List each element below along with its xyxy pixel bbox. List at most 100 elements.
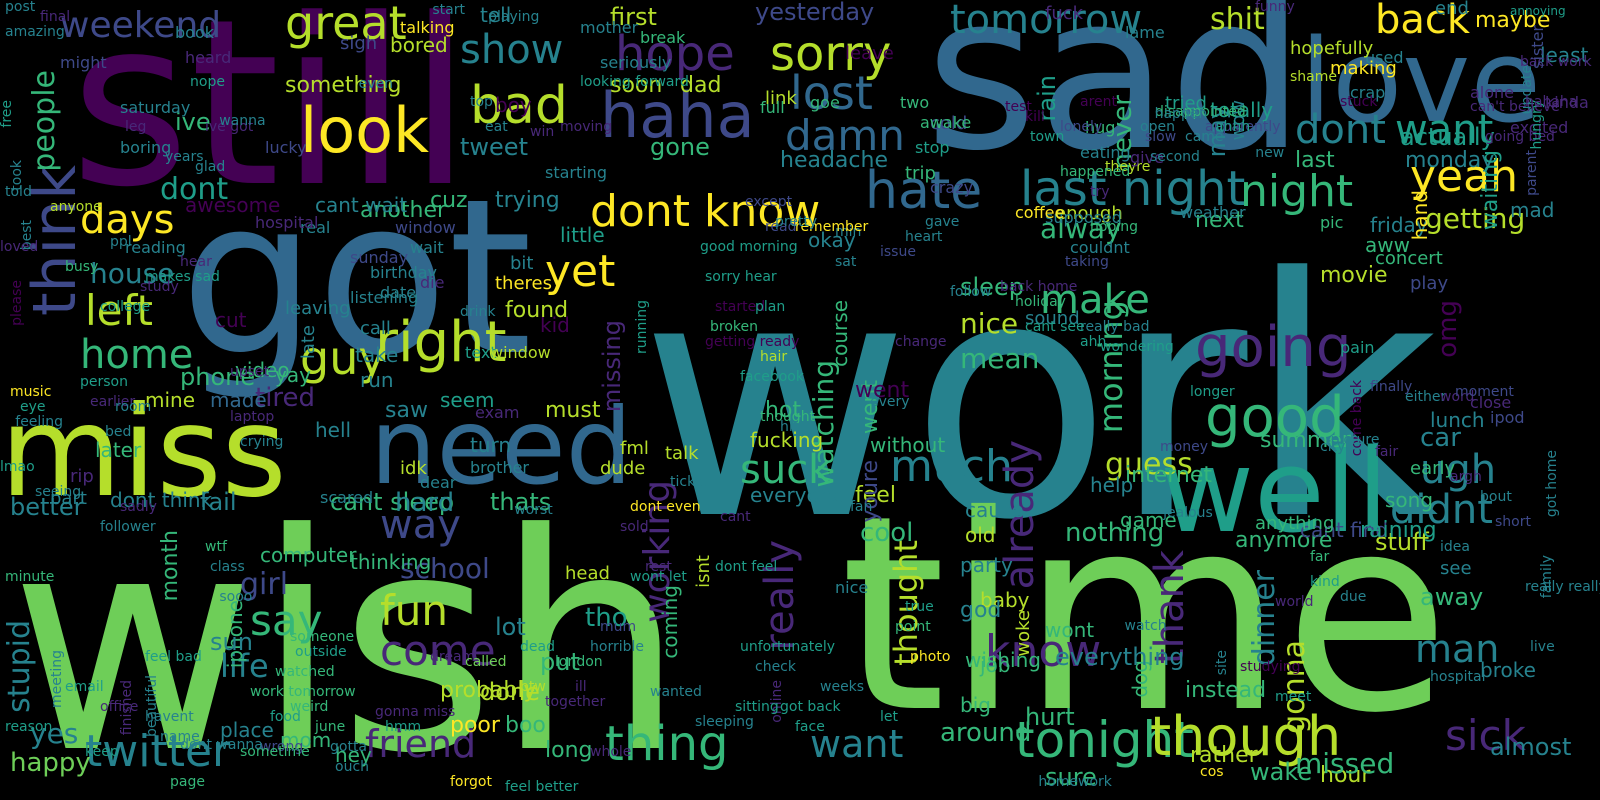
cloud-word-play: play bbox=[1410, 275, 1448, 293]
cloud-word-rest: rest bbox=[645, 560, 672, 574]
cloud-word-break: break bbox=[640, 30, 685, 46]
cloud-word-june: june bbox=[315, 720, 345, 734]
cloud-word-short: short bbox=[1495, 515, 1531, 529]
cloud-word-money: money bbox=[1160, 440, 1208, 454]
cloud-word-happen: happen bbox=[1155, 107, 1208, 121]
cloud-word-hospital: hospital bbox=[1430, 670, 1485, 684]
cloud-word-second: second bbox=[1150, 150, 1200, 164]
cloud-word-meet: meet bbox=[1275, 690, 1311, 704]
cloud-word-email: email bbox=[65, 680, 104, 694]
cloud-word-hmm: hmm bbox=[385, 720, 421, 734]
cloud-word-except: except bbox=[745, 195, 792, 209]
cloud-word-hospital: hospital bbox=[255, 215, 318, 231]
cloud-word-hard: hard bbox=[395, 490, 454, 516]
cloud-word-two: two bbox=[900, 95, 929, 111]
cloud-word-bout: bout bbox=[1480, 490, 1512, 504]
cloud-word-watched: watched bbox=[275, 665, 335, 679]
cloud-word-hair: hair bbox=[760, 350, 787, 364]
cloud-word-nice: nice bbox=[835, 580, 868, 596]
cloud-word-amazing: amazing bbox=[5, 25, 65, 39]
cloud-word-feel-better: feel better bbox=[505, 780, 578, 794]
cloud-word-stuck: stuck bbox=[1340, 95, 1377, 109]
cloud-word-leg: leg bbox=[125, 120, 146, 134]
cloud-word-people: people bbox=[30, 70, 60, 172]
cloud-word-keep: keep bbox=[85, 745, 119, 759]
cloud-word-listening: listening bbox=[350, 290, 418, 306]
cloud-word-cut: cut bbox=[215, 310, 247, 330]
cloud-word-office: office bbox=[100, 700, 138, 714]
cloud-word-moving: moving bbox=[560, 120, 612, 134]
cloud-word-feeling: feeling bbox=[15, 415, 63, 429]
cloud-word-let: let bbox=[880, 710, 898, 724]
cloud-word-wake: wake bbox=[1250, 760, 1312, 784]
cloud-word-shame: shame bbox=[1290, 70, 1337, 84]
cloud-word-heard: heard bbox=[185, 50, 231, 66]
cloud-word-new: new bbox=[1255, 146, 1284, 160]
cloud-word-start: start bbox=[432, 3, 465, 17]
cloud-word-win: win bbox=[530, 125, 554, 139]
cloud-word-everyone: everyone bbox=[750, 485, 844, 505]
cloud-word-glad: glad bbox=[195, 160, 225, 174]
cloud-word-fun: fun bbox=[380, 590, 448, 632]
cloud-word-hear: hear bbox=[180, 255, 212, 269]
cloud-word-leave: leave bbox=[845, 45, 894, 63]
cloud-word-anyone: anyone bbox=[50, 200, 102, 214]
cloud-word-change: change bbox=[895, 335, 947, 349]
cloud-word-gonna: gonna bbox=[1280, 640, 1310, 734]
cloud-word-sleeping: sleeping bbox=[695, 715, 754, 729]
cloud-word-fml: fml bbox=[620, 440, 649, 458]
cloud-word-free: free bbox=[0, 100, 14, 128]
cloud-word-picture: picture bbox=[1331, 433, 1380, 447]
cloud-word-scared: scared bbox=[320, 490, 373, 506]
cloud-word-tweet: tweet bbox=[460, 135, 528, 159]
cloud-word-mean: mean bbox=[960, 345, 1039, 373]
cloud-word-thinking: thinking bbox=[350, 552, 431, 572]
cloud-word-fan: fan bbox=[850, 500, 872, 514]
cloud-word-ticket: ticket bbox=[670, 475, 709, 489]
cloud-word-omg: omg bbox=[1435, 300, 1461, 358]
cloud-word-plan: plan bbox=[755, 300, 785, 314]
cloud-word-call: call bbox=[360, 320, 391, 338]
cloud-word-dead: dead bbox=[520, 640, 555, 654]
cloud-word-dinner: dinner bbox=[1250, 570, 1280, 666]
cloud-word-gone: gone bbox=[650, 135, 710, 159]
cloud-word-talking: talking bbox=[400, 20, 455, 36]
cloud-word-called: called bbox=[465, 655, 507, 669]
cloud-word-coming: coming bbox=[660, 585, 680, 659]
cloud-word-sadly: sadly bbox=[120, 500, 157, 514]
cloud-word-reading: reading bbox=[125, 240, 186, 256]
cloud-word-every: every bbox=[870, 395, 910, 409]
cloud-word-top: top bbox=[470, 95, 493, 109]
cloud-word-later: later bbox=[95, 440, 141, 460]
cloud-word-really: really bbox=[760, 540, 800, 651]
cloud-word-loved: loved bbox=[0, 240, 38, 254]
cloud-word-away: away bbox=[1420, 585, 1483, 609]
cloud-word-boring: boring bbox=[120, 140, 171, 156]
cloud-word-far: far bbox=[1310, 550, 1329, 564]
cloud-word-college: college bbox=[100, 300, 150, 314]
cloud-word-really-bad: really bad bbox=[1080, 320, 1150, 334]
cloud-word-boo: boo bbox=[505, 715, 546, 737]
cloud-word-unfortunately: unfortunately bbox=[740, 640, 835, 654]
cloud-word-ouch: ouch bbox=[335, 760, 369, 774]
cloud-word-feel-bad: feel bad bbox=[145, 650, 202, 664]
cloud-word-follower: follower bbox=[100, 520, 156, 534]
cloud-word-hell: hell bbox=[315, 420, 351, 440]
cloud-word-cant-see: cant see bbox=[1025, 320, 1085, 334]
cloud-word-cant-wait: cant wait bbox=[315, 195, 407, 215]
cloud-word-got-back: got back bbox=[780, 700, 841, 714]
cloud-word-see: see bbox=[1440, 560, 1472, 578]
cloud-word-anything: anything bbox=[1255, 515, 1334, 533]
cloud-word-early: early bbox=[1410, 460, 1455, 478]
cloud-word-getting-ready: getting ready bbox=[705, 335, 799, 349]
cloud-word-headache: headache bbox=[780, 150, 888, 172]
cloud-word-bit: bit bbox=[510, 255, 533, 273]
cloud-word-lonely: lonely bbox=[1060, 120, 1102, 134]
cloud-word-broke: broke bbox=[1480, 660, 1536, 680]
cloud-word-whole: whole bbox=[590, 745, 631, 759]
cloud-word-around: around bbox=[940, 720, 1031, 746]
cloud-word-show: show bbox=[460, 30, 563, 70]
cloud-word-poor: poor bbox=[450, 715, 500, 737]
cloud-word-beautiful: beautiful bbox=[145, 675, 159, 737]
